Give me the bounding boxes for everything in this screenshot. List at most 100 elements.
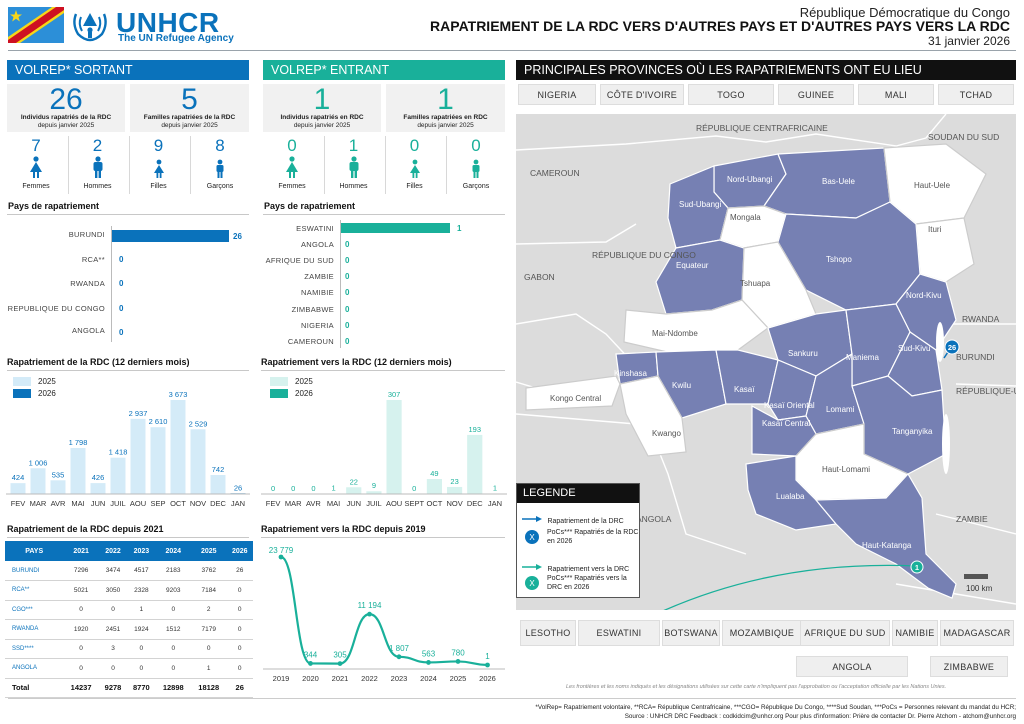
value-cell: 2328: [127, 580, 156, 601]
group-garcons: 8 Garçons: [190, 136, 249, 194]
value-cell: 0: [63, 658, 99, 679]
neighbor-label: RÉPUBLIQUE-UNIE DE TANZANIE: [956, 386, 1016, 396]
country-cell: CGO***: [5, 600, 64, 620]
bar-value: 26: [233, 232, 242, 241]
tick-label: 2022: [361, 674, 378, 683]
legend-label: PoCs*** Rapatriés de la RDC en 2026: [547, 529, 639, 545]
group-value: 1: [348, 136, 359, 155]
neighbor-label: RÉPUBLIQUE CENTRAFRICAINE: [696, 123, 828, 133]
column-header: 2023: [127, 541, 156, 561]
legend-row: Rapatriement vers la DRC: [521, 558, 639, 576]
bar: [50, 480, 66, 494]
country-box: MADAGASCAR: [940, 620, 1014, 646]
sortant-kpi-individus: 26 Individus rapatriés de la RDC depuis j…: [7, 84, 125, 132]
kpi-label-sub: depuis janvier 2025: [161, 122, 218, 129]
tick-label: 2019: [273, 674, 290, 683]
country-box: LESOTHO: [520, 620, 576, 646]
kpi-value: 5: [181, 83, 198, 116]
bar: [426, 478, 442, 494]
province-kwango: [619, 375, 687, 457]
legend-swatch: [270, 389, 288, 399]
data-label: 563: [422, 649, 436, 658]
value-cell: 18128: [191, 678, 227, 698]
marker-in-value: 1: [915, 563, 919, 572]
lake: [942, 414, 950, 474]
value-cell: 0: [155, 600, 191, 620]
org-name: UNHCR: [116, 7, 220, 38]
kpi-label-sub: depuis janvier 2025: [293, 122, 351, 129]
bar: [70, 447, 86, 494]
group-value: 9: [153, 136, 164, 155]
unhcr-logo-icon: [73, 13, 107, 42]
value-cell: 7184: [191, 580, 227, 601]
data-label: 344: [304, 650, 318, 659]
data-label: 2 937: [129, 409, 148, 418]
tick-label: MAR: [285, 499, 302, 508]
divider: [261, 370, 505, 371]
group-femmes: 0 Femmes: [263, 136, 321, 194]
country-box: AFRIQUE DU SUD: [800, 620, 890, 646]
province-label: Kasaï Central: [762, 419, 811, 428]
bar: [447, 486, 463, 494]
table-title: Rapatriement de la RDC depuis 2021: [7, 524, 164, 534]
group-label: Filles: [150, 183, 167, 190]
divider: [7, 214, 249, 215]
bar-label: ZIMBABWE: [291, 305, 334, 314]
map-disclaimer: Les frontières et les noms indiqués et l…: [566, 684, 947, 690]
value-cell: 3: [98, 639, 128, 659]
bar: [467, 434, 483, 494]
data-point: [426, 660, 431, 665]
kpi-label-sub: depuis janvier 2025: [37, 122, 95, 129]
entrant-groups: 0 Femmes 1 Hommes 0 Filles 0 Garçons: [263, 136, 505, 194]
history-table-wrap: PAYS 2021 2022 2023 2024 2025 2026 BURUNDI 7296 3…: [5, 541, 253, 698]
chart-rapatriement-de-rdc-12m: 424 FEV 1 006 MAR 535 AVR 1 798 MAI 426 JUN 1 418 J…: [6, 390, 250, 508]
bar-label: REPUBLIQUE DU CONGO: [7, 304, 105, 313]
data-label: 0: [412, 484, 416, 493]
value-cell: 26: [226, 678, 253, 698]
country-cell: RCA**: [5, 580, 64, 601]
country-box: TOGO: [688, 84, 774, 105]
kpi-label: Individus rapatriés de la RDC depuis janv…: [7, 114, 125, 130]
bar-value: 1: [457, 224, 462, 233]
value-cell: 14237: [63, 678, 99, 698]
tick-label: OCT: [426, 499, 442, 508]
province-label: Tanganyika: [892, 427, 933, 436]
province-kasai: [715, 349, 779, 405]
woman-icon: [286, 156, 298, 178]
group-filles: 9 Filles: [129, 136, 187, 194]
bar-value: 0: [345, 256, 350, 265]
data-point: [278, 554, 284, 560]
province-label: Equateur: [676, 261, 709, 270]
marker-in-circle: [910, 560, 924, 574]
chart2-title: Rapatriement vers la RDC (12 derniers mo…: [261, 357, 452, 367]
divider: [263, 214, 505, 215]
country-box: NIGERIA: [518, 84, 596, 105]
province-label: Tshopo: [826, 255, 852, 264]
bar-label: ESWATINI: [296, 224, 334, 233]
legend-row: X PoCs*** Rapatriés de la RDC en 2026: [521, 528, 639, 546]
group-label: Filles: [406, 183, 423, 190]
neighbor-label: GABON: [524, 272, 555, 282]
divider: [261, 537, 505, 538]
group-hommes: 2 Hommes: [68, 136, 126, 194]
group-value: 0: [409, 136, 420, 155]
value-cell: 3474: [98, 561, 128, 581]
tick-label: OCT: [170, 499, 186, 508]
province-label: Kwango: [652, 429, 681, 438]
data-label: 1: [331, 484, 335, 493]
neighbor-label: ANGOLA: [636, 514, 672, 524]
table-row: SSD**** 0 3 0 0 0 0: [5, 639, 253, 659]
legend-item-2026: 2026: [270, 389, 313, 401]
value-cell: 1920: [63, 619, 99, 640]
tick-label: 2021: [332, 674, 349, 683]
data-label: 0: [291, 484, 295, 493]
province-label: Kwilu: [672, 381, 691, 390]
bar-label: ANGOLA: [71, 326, 105, 335]
data-label: 3 673: [169, 390, 188, 399]
data-label: 742: [212, 465, 225, 474]
tick-label: MAI: [327, 499, 340, 508]
bar-value: 0: [119, 328, 124, 337]
man-icon: [93, 156, 103, 178]
country-cell: Total: [5, 678, 64, 698]
data-label: 0: [271, 484, 275, 493]
